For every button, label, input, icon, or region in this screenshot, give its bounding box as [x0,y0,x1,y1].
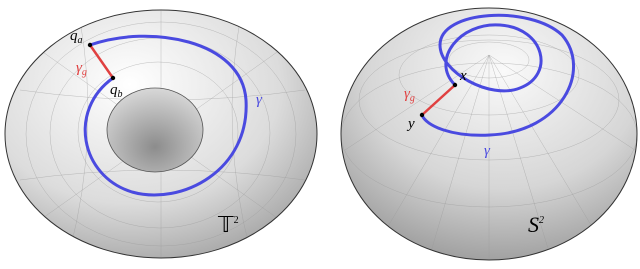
label-space: 𝕋2 [217,212,239,237]
label: γ [76,60,83,76]
curve-gamma [420,13,575,137]
label-x: x [459,68,467,84]
sphere: x y γg γ S2 [340,7,638,261]
curve-gamma-g [88,44,115,79]
label: S [528,212,539,237]
label-qa: qa [70,28,83,46]
sphere-outline [340,7,638,261]
curve-gamma [83,34,248,197]
point [419,112,425,118]
point [452,82,458,88]
label: q [110,82,118,98]
label-gamma-g: γg [76,60,87,78]
label: g [410,93,415,104]
label-qb: qb [110,82,123,100]
label-gamma: γ [256,92,263,108]
label-gamma: γ [484,143,491,159]
label-gamma-g: γg [404,86,415,104]
label: a [78,35,83,46]
label-space: S2 [528,212,544,237]
torus-hole [106,87,204,173]
point [110,75,116,81]
curve-gamma-g [421,84,456,116]
label: γ [404,86,411,102]
label: g [82,67,87,78]
label: b [118,89,123,100]
label-y: y [406,116,415,132]
label: 2 [539,215,544,226]
torus-outline [4,9,318,259]
label: 2 [234,215,239,226]
label: q [70,28,78,44]
label: 𝕋 [217,212,234,237]
point [87,42,93,48]
torus: qa γg qb γ 𝕋2 [4,9,318,259]
